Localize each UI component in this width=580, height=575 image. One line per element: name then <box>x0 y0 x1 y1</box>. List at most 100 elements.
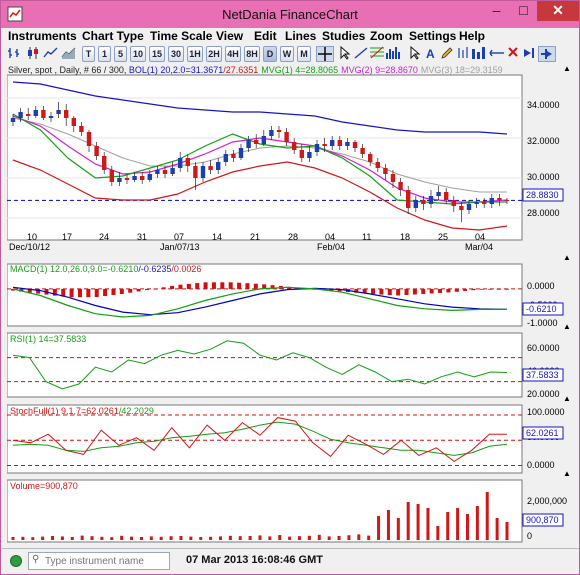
period-button-1h[interactable]: 1H <box>187 46 203 62</box>
scroll-up-icon[interactable]: ▲ <box>563 469 571 478</box>
volume-bar <box>100 536 104 540</box>
cursor-text-icon[interactable] <box>406 45 424 62</box>
volume-bar <box>139 537 143 540</box>
svg-text:MACD(1) 12.0,26.0,9.0=-0.6210/: MACD(1) 12.0,26.0,9.0=-0.6210/-0.6235/0.… <box>10 264 201 274</box>
period-button-1[interactable]: 1 <box>98 46 111 62</box>
menu-help[interactable]: Help <box>459 29 486 43</box>
title-bar[interactable]: NetDania FinanceChart – □ ✕ <box>1 1 579 28</box>
candle-body <box>246 140 251 148</box>
bar-chart-icon[interactable] <box>6 46 24 62</box>
period-button-15[interactable]: 15 <box>149 46 165 62</box>
candle-body <box>200 166 206 178</box>
rsi-panel[interactable]: RSI(1) 14=37.5833 60.0000 40.0000 20.000… <box>7 332 564 399</box>
macd-histogram-bar <box>446 288 451 293</box>
macd-histogram-bar <box>170 285 175 289</box>
menu-zoom[interactable]: Zoom <box>370 29 403 43</box>
trend-line-icon[interactable] <box>352 46 370 62</box>
macd-histogram-bar <box>379 288 384 295</box>
menu-settings[interactable]: Settings <box>409 29 457 43</box>
volume-bar <box>396 518 400 540</box>
candle-body <box>337 140 342 146</box>
period-button-30[interactable]: 30 <box>168 46 184 62</box>
menu-view[interactable]: View <box>216 29 244 43</box>
scroll-up-icon[interactable]: ▲ <box>563 394 571 403</box>
scroll-up-icon[interactable]: ▲ <box>563 322 571 331</box>
candle-body <box>406 190 411 208</box>
volume-bar <box>60 536 64 540</box>
svg-text:A: A <box>426 47 435 60</box>
minimize-button[interactable]: – <box>492 2 501 18</box>
menu-instruments[interactable]: Instruments <box>8 29 77 43</box>
maximize-button[interactable]: □ <box>519 2 528 18</box>
candle-body <box>48 116 54 118</box>
instrument-search-input[interactable] <box>28 552 170 570</box>
candle-body <box>474 202 479 204</box>
macd-histogram-bar <box>438 288 443 293</box>
period-button-10[interactable]: 10 <box>130 46 146 62</box>
close-button[interactable]: ✕ <box>537 1 579 21</box>
candle-body <box>269 130 274 136</box>
volume-bars-icon[interactable] <box>384 46 402 62</box>
period-button-t[interactable]: T <box>82 46 95 62</box>
period-button-4h[interactable]: 4H <box>225 46 241 62</box>
menu-chart-type[interactable]: Chart Type <box>82 29 144 43</box>
x-tick-label: 24 <box>99 232 109 242</box>
volume-bar <box>288 536 292 540</box>
bar-width-icon[interactable] <box>470 46 488 62</box>
y-tick-label: 28.0000 <box>527 208 560 218</box>
stoch-y-tick: 100.0000 <box>527 407 565 417</box>
delete-icon[interactable] <box>504 46 522 62</box>
menu-lines[interactable]: Lines <box>285 29 317 43</box>
price-panel[interactable]: Silver, spot , Daily, # 66 / 300, BOL(1)… <box>7 65 564 252</box>
line-chart-icon[interactable] <box>42 46 60 62</box>
period-button-8h[interactable]: 8H <box>244 46 260 62</box>
chart-properties-icon[interactable] <box>454 46 472 62</box>
x-tick-label: 10 <box>27 232 37 242</box>
candle-body <box>170 168 175 174</box>
volume-panel[interactable]: Volume=900,870 2,000,000 0 900,870 <box>7 479 567 543</box>
menu-time-scale[interactable]: Time Scale <box>150 29 213 43</box>
x-tick-label: 28 <box>288 232 298 242</box>
candle-body <box>162 170 168 174</box>
candle-body <box>292 142 297 150</box>
crosshair-icon[interactable] <box>316 46 334 62</box>
stochastic-panel[interactable]: StochFull(1) 9,1,7=62.0261/42.2029 100.0… <box>7 404 565 474</box>
zoom-icon[interactable] <box>488 46 506 62</box>
period-button-m[interactable]: M <box>297 46 311 62</box>
volume-badge: 900,870 <box>526 515 559 525</box>
candle-body <box>71 118 76 126</box>
period-button-w[interactable]: W <box>280 46 294 62</box>
candle-body <box>330 140 335 146</box>
volume-bar <box>495 518 499 540</box>
volume-bar <box>209 536 213 540</box>
candle-body <box>314 144 320 152</box>
period-button-5[interactable]: 5 <box>114 46 127 62</box>
period-button-2h[interactable]: 2H <box>206 46 222 62</box>
text-tool-icon[interactable]: A <box>422 46 440 62</box>
candle-body <box>444 192 449 200</box>
fibonacci-icon[interactable] <box>368 46 386 62</box>
macd-histogram-bar <box>69 288 74 298</box>
rsi-y-tick: 20.0000 <box>527 389 560 399</box>
cursor-arrow-icon[interactable] <box>336 45 354 62</box>
pin-icon[interactable] <box>538 46 556 62</box>
chart-area[interactable]: Silver, spot , Daily, # 66 / 300, BOL(1)… <box>7 64 574 548</box>
scroll-up-icon[interactable]: ▲ <box>563 64 571 73</box>
scroll-to-end-icon[interactable] <box>520 46 538 62</box>
volume-bar <box>505 521 509 540</box>
candle-body <box>284 132 289 142</box>
candle-body <box>413 200 418 208</box>
menu-edit[interactable]: Edit <box>254 29 277 43</box>
menu-studies[interactable]: Studies <box>322 29 366 43</box>
period-button-d[interactable]: D <box>263 46 277 62</box>
candlestick-icon[interactable] <box>24 46 42 62</box>
macd-histogram-bar <box>412 288 417 295</box>
macd-panel[interactable]: MACD(1) 12.0,26.0,9.0=-0.6210/-0.6235/0.… <box>7 263 564 328</box>
candle-body <box>436 192 441 196</box>
edit-pencil-icon[interactable] <box>438 46 456 62</box>
mountain-chart-icon[interactable] <box>60 46 78 62</box>
connection-status-icon <box>10 555 22 567</box>
candle-body <box>147 174 152 180</box>
candle-body <box>193 166 198 178</box>
scroll-up-icon[interactable]: ▲ <box>563 253 571 262</box>
